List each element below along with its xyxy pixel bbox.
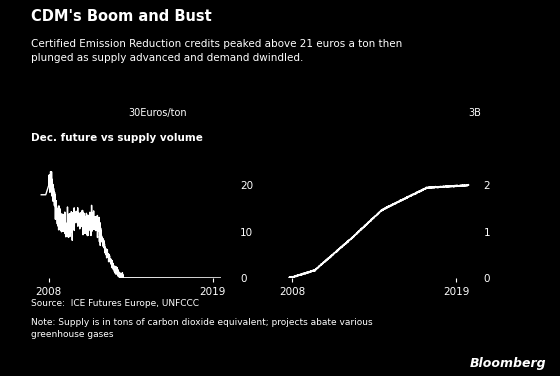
- Text: Note: Supply is in tons of carbon dioxide equivalent; projects abate various
gre: Note: Supply is in tons of carbon dioxid…: [31, 318, 372, 338]
- Text: 3B: 3B: [469, 108, 482, 118]
- Text: CDM's Boom and Bust: CDM's Boom and Bust: [31, 9, 212, 24]
- Text: Certified Emission Reduction credits peaked above 21 euros a ton then
plunged as: Certified Emission Reduction credits pea…: [31, 39, 402, 64]
- Text: Bloomberg: Bloomberg: [469, 357, 546, 370]
- Text: 30Euros/ton: 30Euros/ton: [128, 108, 187, 118]
- Text: Dec. future vs supply volume: Dec. future vs supply volume: [31, 133, 203, 144]
- Text: Source:  ICE Futures Europe, UNFCCC: Source: ICE Futures Europe, UNFCCC: [31, 299, 199, 308]
